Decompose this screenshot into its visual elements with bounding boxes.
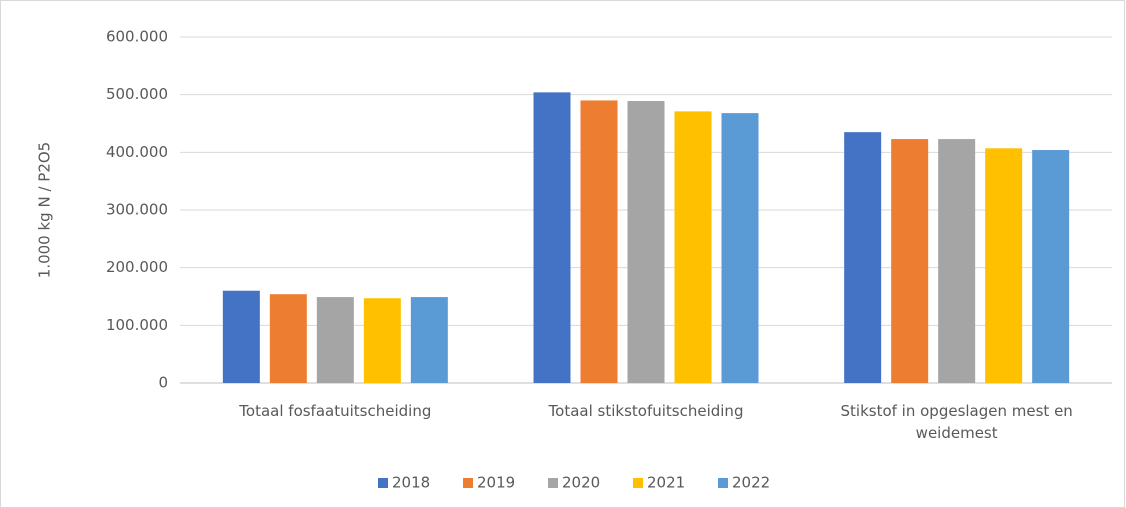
bar (410, 297, 448, 383)
y-tick-label: 400.000 (106, 143, 168, 161)
bar (1032, 150, 1070, 383)
bar (363, 298, 401, 383)
legend-label: 2018 (392, 474, 430, 492)
legend-swatch (548, 478, 558, 488)
y-tick-label: 200.000 (106, 258, 168, 276)
legend-label: 2020 (562, 474, 600, 492)
y-tick-label: 100.000 (106, 316, 168, 334)
bar (674, 111, 712, 383)
legend-swatch (633, 478, 643, 488)
y-axis-label: 1.000 kg N / P2O5 (36, 142, 54, 278)
x-tick-label: Totaal stikstofuitscheiding (548, 402, 744, 420)
legend-swatch (378, 478, 388, 488)
bar (533, 92, 571, 384)
bar (721, 113, 759, 384)
x-tick-label: Stikstof in opgeslagen mest en weidemest (840, 402, 1073, 442)
legend-swatch (718, 478, 728, 488)
legend-label: 2021 (647, 474, 685, 492)
bar (269, 294, 307, 383)
legend-label: 2019 (477, 474, 515, 492)
y-tick-label: 300.000 (106, 201, 168, 219)
bar (580, 100, 618, 383)
bar (316, 297, 354, 383)
y-tick-label: 0 (158, 374, 168, 392)
y-tick-label: 600.000 (106, 28, 168, 46)
bar (627, 101, 665, 383)
x-tick-label: Totaal fosfaatuitscheiding (239, 402, 432, 420)
legend-label: 2022 (732, 474, 770, 492)
bar (891, 139, 929, 383)
bar (222, 290, 260, 383)
bar (985, 148, 1023, 383)
legend-swatch (463, 478, 473, 488)
bar (938, 139, 976, 383)
y-tick-label: 500.000 (106, 85, 168, 103)
bar (844, 132, 882, 383)
